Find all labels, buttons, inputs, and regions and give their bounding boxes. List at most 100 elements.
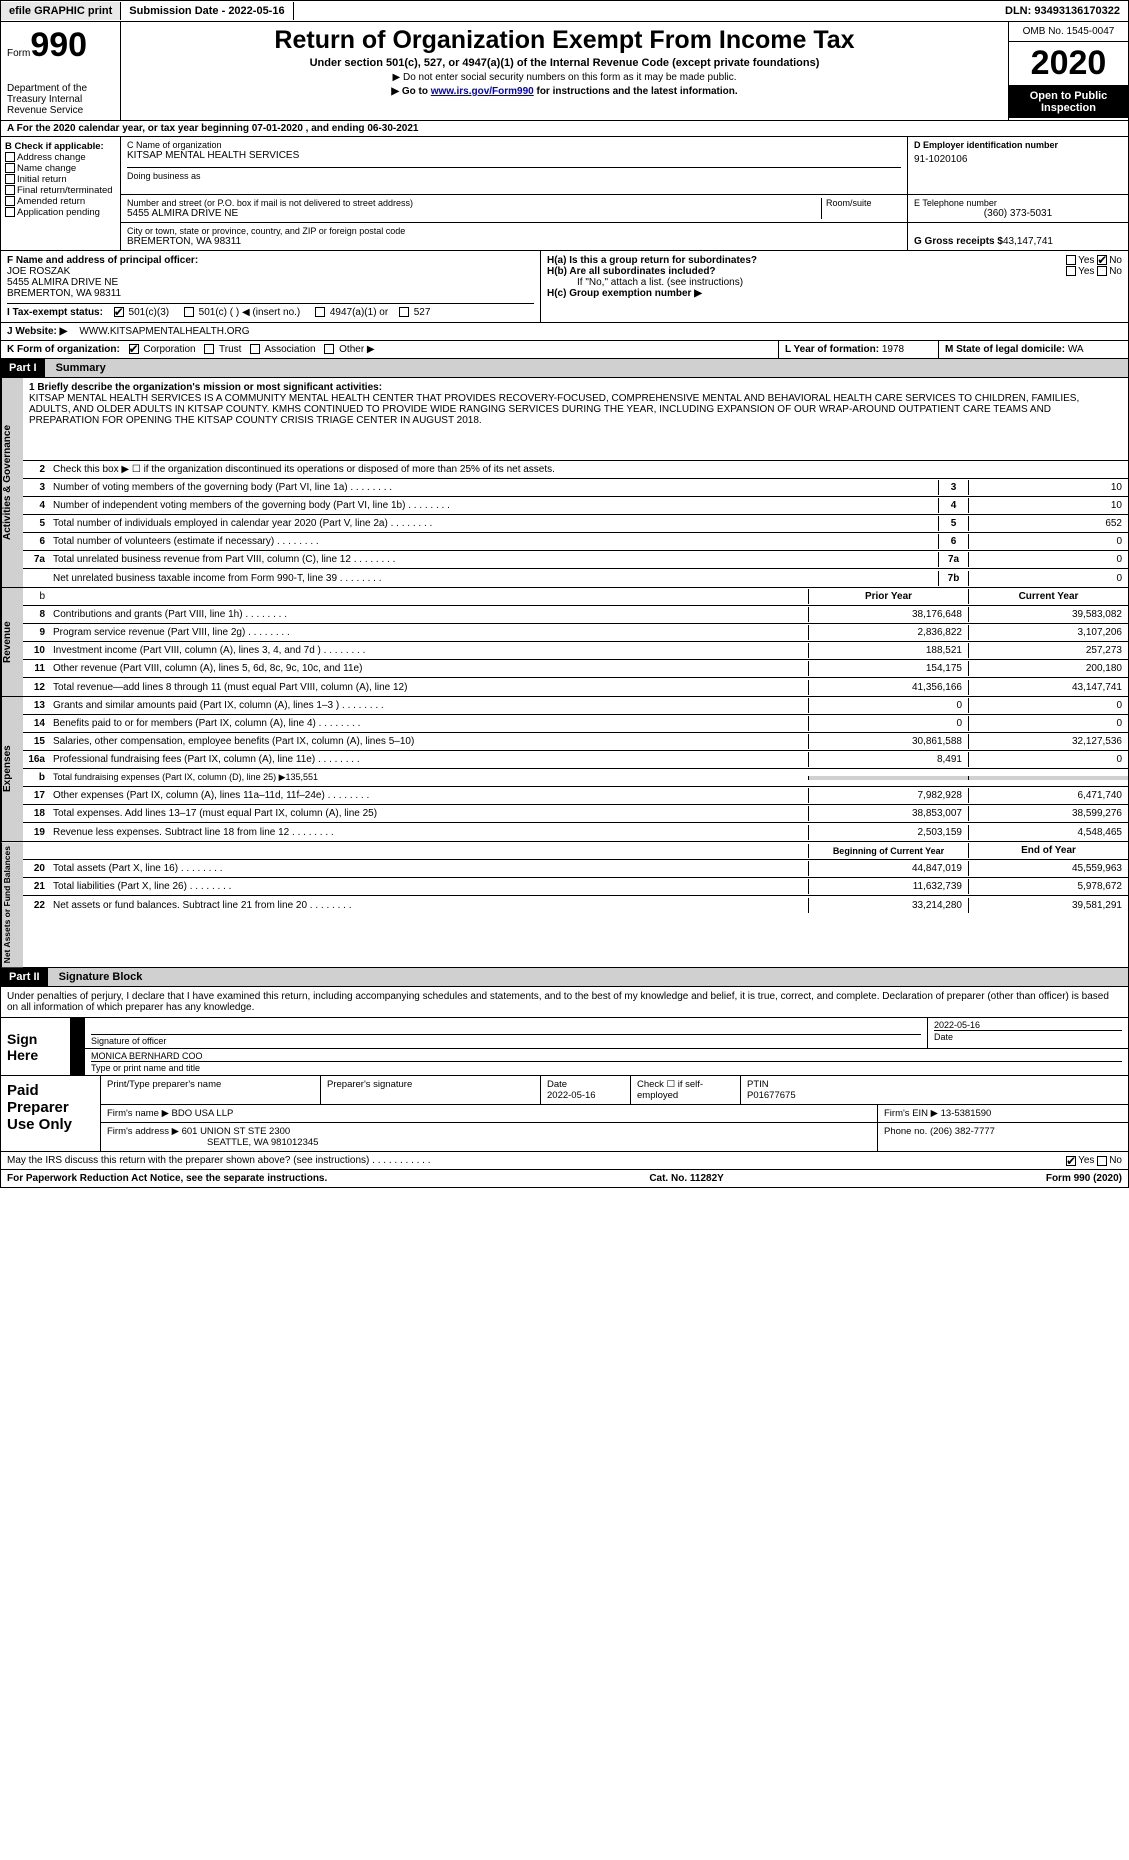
line-5: Total number of individuals employed in … — [49, 516, 938, 531]
initial-return-checkbox[interactable] — [5, 174, 15, 184]
hc-label: H(c) Group exemption number ▶ — [547, 288, 1122, 299]
city-label: City or town, state or province, country… — [127, 226, 901, 236]
hb-note: If "No," attach a list. (see instruction… — [547, 277, 1122, 288]
tax-year: 2020 — [1009, 42, 1128, 86]
hb-no-checkbox[interactable] — [1097, 266, 1107, 276]
firm-address-2: SEATTLE, WA 981012345 — [207, 1137, 318, 1148]
name-change-checkbox[interactable] — [5, 163, 15, 173]
mission-text: KITSAP MENTAL HEALTH SERVICES IS A COMMU… — [29, 393, 1122, 426]
preparer-sig-label: Preparer's signature — [321, 1076, 541, 1104]
form-page-label: Form 990 (2020) — [1046, 1173, 1122, 1184]
gross-receipts-label: G Gross receipts $ — [914, 236, 1003, 247]
form-subtitle: Under section 501(c), 527, or 4947(a)(1)… — [127, 57, 1002, 69]
officer-street: 5455 ALMIRA DRIVE NE — [7, 277, 534, 288]
line-20: Total assets (Part X, line 16) — [49, 861, 808, 876]
website-value: WWW.KITSAPMENTALHEALTH.ORG — [73, 323, 255, 340]
gross-receipts-value: 43,147,741 — [1003, 236, 1053, 247]
527-checkbox[interactable] — [399, 307, 409, 317]
sign-here-label: Sign Here — [1, 1018, 71, 1075]
501c3-checkbox[interactable] — [114, 307, 124, 317]
line-11: Other revenue (Part VIII, column (A), li… — [49, 661, 808, 676]
line-16a: Professional fundraising fees (Part IX, … — [49, 752, 808, 767]
state-domicile: WA — [1068, 344, 1084, 355]
prep-date: 2022-05-16 — [547, 1090, 596, 1101]
arrow-icon — [71, 1049, 85, 1075]
ha-no-checkbox[interactable] — [1097, 255, 1107, 265]
form-label: Form — [7, 48, 30, 59]
line-6-value: 0 — [968, 534, 1128, 549]
signature-block: Under penalties of perjury, I declare th… — [0, 987, 1129, 1076]
association-checkbox[interactable] — [250, 344, 260, 354]
signature-of-officer-label: Signature of officer — [91, 1034, 921, 1046]
paid-preparer-label: Paid Preparer Use Only — [1, 1076, 101, 1151]
open-to-public: Open to Public Inspection — [1009, 86, 1128, 118]
address-change-checkbox[interactable] — [5, 152, 15, 162]
line-7a: Total unrelated business revenue from Pa… — [49, 552, 938, 567]
net-assets-section: Net Assets or Fund Balances Beginning of… — [0, 841, 1129, 968]
omb-number: OMB No. 1545-0047 — [1009, 22, 1128, 42]
line-7a-value: 0 — [968, 552, 1128, 567]
sign-date: 2022-05-16 — [934, 1020, 1122, 1030]
line-14: Benefits paid to or for members (Part IX… — [49, 716, 808, 731]
line-21: Total liabilities (Part X, line 26) — [49, 879, 808, 894]
arrow-icon — [71, 1018, 85, 1048]
expenses-section: Expenses 13Grants and similar amounts pa… — [0, 696, 1129, 841]
4947-checkbox[interactable] — [315, 307, 325, 317]
self-employed-check[interactable]: Check ☐ if self-employed — [631, 1076, 741, 1104]
other-checkbox[interactable] — [324, 344, 334, 354]
amended-return-checkbox[interactable] — [5, 196, 15, 206]
discuss-yes-checkbox[interactable] — [1066, 1156, 1076, 1166]
firm-ein: 13-5381590 — [941, 1108, 992, 1119]
instructions-link[interactable]: ▶ Go to www.irs.gov/Form990 for instruct… — [127, 86, 1002, 97]
application-pending-checkbox[interactable] — [5, 207, 15, 217]
hb-label: H(b) Are all subordinates included? — [547, 266, 716, 277]
line-5-value: 652 — [968, 516, 1128, 531]
governance-side-label: Activities & Governance — [1, 378, 23, 587]
corporation-checkbox[interactable] — [129, 344, 139, 354]
form-title: Return of Organization Exempt From Incom… — [127, 26, 1002, 55]
phone-label: E Telephone number — [914, 198, 1122, 208]
ein-label: D Employer identification number — [914, 140, 1122, 150]
dln: DLN: 93493136170322 — [997, 2, 1128, 20]
officer-label: F Name and address of principal officer: — [7, 255, 534, 266]
501c-checkbox[interactable] — [184, 307, 194, 317]
type-name-label: Type or print name and title — [91, 1061, 1122, 1073]
revenue-section: Revenue bPrior YearCurrent Year 8Contrib… — [0, 587, 1129, 696]
may-irs-discuss: May the IRS discuss this return with the… — [0, 1152, 1129, 1170]
line-13: Grants and similar amounts paid (Part IX… — [49, 698, 808, 713]
line-22: Net assets or fund balances. Subtract li… — [49, 898, 808, 913]
firm-address-1: 601 UNION ST STE 2300 — [182, 1126, 291, 1137]
dept-treasury: Department of the Treasury Internal Reve… — [7, 83, 114, 116]
ha-yes-checkbox[interactable] — [1066, 255, 1076, 265]
line-6: Total number of volunteers (estimate if … — [49, 534, 938, 549]
form-org-label: K Form of organization: — [7, 344, 120, 355]
officer-name: JOE ROSZAK — [7, 266, 534, 277]
final-return-checkbox[interactable] — [5, 185, 15, 195]
line-2: Check this box ▶ ☐ if the organization d… — [49, 462, 1128, 477]
governance-section: Activities & Governance 1 Briefly descri… — [0, 378, 1129, 587]
tax-exempt-label: I Tax-exempt status: — [7, 307, 103, 318]
org-name-label: C Name of organization — [127, 140, 901, 150]
hb-yes-checkbox[interactable] — [1066, 266, 1076, 276]
net-assets-side-label: Net Assets or Fund Balances — [1, 842, 23, 967]
org-info-block: B Check if applicable: Address change Na… — [0, 137, 1129, 251]
mission-label: 1 Briefly describe the organization's mi… — [29, 382, 1122, 393]
end-year-header: End of Year — [968, 843, 1128, 858]
expenses-side-label: Expenses — [1, 697, 23, 841]
room-suite-label: Room/suite — [821, 198, 901, 219]
officer-city: BREMERTON, WA 98311 — [7, 288, 534, 299]
paid-preparer-block: Paid Preparer Use Only Print/Type prepar… — [0, 1076, 1129, 1152]
street-value: 5455 ALMIRA DRIVE NE — [127, 208, 821, 219]
cat-number: Cat. No. 11282Y — [649, 1173, 723, 1184]
part1-header: Part I Summary — [0, 359, 1129, 378]
line-18: Total expenses. Add lines 13–17 (must eq… — [49, 806, 808, 821]
date-label: Date — [934, 1030, 1122, 1042]
phone-value: (360) 373-5031 — [914, 208, 1122, 219]
trust-checkbox[interactable] — [204, 344, 214, 354]
efile-print-button[interactable]: efile GRAPHIC print — [1, 2, 121, 20]
line-12: Total revenue—add lines 8 through 11 (mu… — [49, 680, 808, 695]
org-name: KITSAP MENTAL HEALTH SERVICES — [127, 150, 901, 161]
website-label: J Website: ▶ — [1, 323, 73, 340]
penalties-text: Under penalties of perjury, I declare th… — [1, 987, 1128, 1017]
discuss-no-checkbox[interactable] — [1097, 1156, 1107, 1166]
